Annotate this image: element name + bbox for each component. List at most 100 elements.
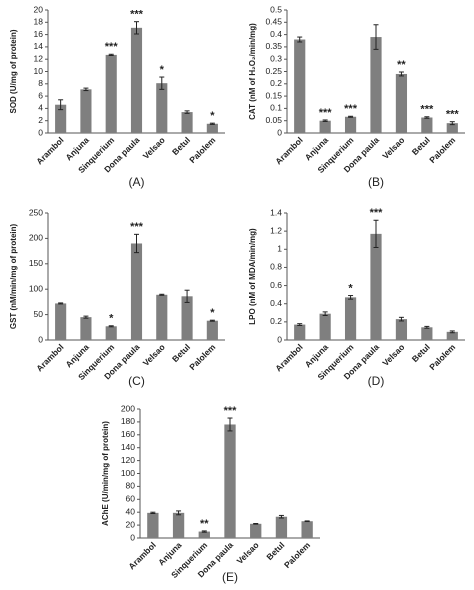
x-tick-label: Velsao bbox=[141, 135, 167, 161]
bar bbox=[344, 297, 357, 340]
y-tick-label: 20 bbox=[126, 519, 136, 529]
y-tick-label: 40 bbox=[126, 506, 136, 516]
y-tick-label: 0.6 bbox=[270, 280, 282, 290]
y-tick-label: 14 bbox=[34, 41, 44, 51]
y-tick-label: 120 bbox=[121, 455, 135, 465]
significance: *** bbox=[130, 9, 144, 21]
significance: *** bbox=[344, 103, 358, 115]
y-tick-label: 10 bbox=[34, 66, 44, 76]
y-tick-label: 12 bbox=[34, 53, 44, 63]
x-tick-label: Palolem bbox=[282, 540, 312, 570]
y-tick-label: 140 bbox=[121, 442, 135, 452]
y-tick-label: 100 bbox=[29, 283, 43, 293]
y-tick-label: 250 bbox=[29, 207, 43, 217]
panel-label: (A) bbox=[129, 175, 145, 189]
bar bbox=[250, 523, 262, 538]
bar bbox=[294, 324, 306, 340]
panel-label: (E) bbox=[222, 570, 238, 584]
y-axis-label: GST (nM/min/mg of protein) bbox=[9, 224, 18, 330]
x-tick-label: Arambol bbox=[126, 540, 157, 571]
significance: *** bbox=[130, 221, 144, 233]
y-tick-label: 0.25 bbox=[265, 66, 282, 76]
bar bbox=[224, 424, 236, 538]
y-tick-label: 0.2 bbox=[270, 78, 282, 88]
bar bbox=[130, 27, 143, 133]
bar bbox=[395, 73, 408, 133]
significance: * bbox=[210, 110, 215, 122]
y-tick-label: 60 bbox=[126, 494, 136, 504]
y-tick-label: 1.4 bbox=[270, 207, 282, 217]
significance: ** bbox=[200, 518, 209, 530]
bar bbox=[294, 39, 306, 133]
significance: * bbox=[160, 64, 165, 76]
x-tick-label: Arambol bbox=[273, 342, 304, 373]
y-tick-label: 6 bbox=[38, 90, 43, 100]
y-tick-label: 0.8 bbox=[270, 262, 282, 272]
panel-label: (B) bbox=[368, 175, 384, 189]
bar bbox=[198, 531, 210, 538]
y-tick-label: 0.1 bbox=[270, 103, 282, 113]
y-tick-label: 16 bbox=[34, 29, 44, 39]
bar bbox=[421, 327, 433, 340]
y-axis-label: SOD (U/mg of protein) bbox=[9, 29, 18, 113]
bar bbox=[395, 319, 408, 340]
bar bbox=[105, 54, 117, 133]
x-tick-label: Arambol bbox=[34, 342, 65, 373]
y-tick-label: 0.5 bbox=[270, 4, 282, 14]
y-tick-label: 0 bbox=[38, 127, 43, 137]
y-tick-label: 0.15 bbox=[265, 90, 282, 100]
y-axis-label: LPO (nM of MDA/min/mg) bbox=[248, 228, 257, 325]
significance: *** bbox=[224, 405, 238, 417]
y-tick-label: 0.4 bbox=[270, 29, 282, 39]
x-tick-label: Betul bbox=[264, 540, 286, 562]
y-tick-label: 50 bbox=[34, 309, 44, 319]
x-tick-label: Palolem bbox=[427, 135, 457, 165]
y-tick-label: 0.05 bbox=[265, 115, 282, 125]
bar bbox=[172, 512, 185, 538]
y-tick-label: 150 bbox=[29, 258, 43, 268]
x-tick-label: Betul bbox=[170, 135, 192, 157]
bar bbox=[181, 296, 193, 340]
significance: *** bbox=[105, 41, 119, 53]
y-tick-label: 1 bbox=[277, 244, 282, 254]
x-tick-label: Arambol bbox=[34, 135, 65, 166]
bar bbox=[275, 516, 288, 538]
y-tick-label: 0.3 bbox=[270, 53, 282, 63]
x-tick-label: Betul bbox=[410, 135, 432, 157]
significance: ** bbox=[397, 59, 406, 71]
bar bbox=[80, 89, 92, 133]
y-tick-label: 160 bbox=[121, 429, 135, 439]
bar bbox=[344, 116, 357, 133]
x-tick-label: Velsao bbox=[380, 342, 406, 368]
y-axis-label: CAT (nM of H₂O₂/min/mg) bbox=[248, 23, 257, 120]
x-tick-label: Velsao bbox=[141, 342, 167, 368]
bar bbox=[370, 37, 382, 134]
bar bbox=[181, 112, 193, 133]
x-tick-label: Velsao bbox=[235, 540, 261, 566]
bar bbox=[319, 120, 331, 133]
y-tick-label: 0 bbox=[277, 334, 282, 344]
y-tick-label: 0 bbox=[277, 127, 282, 137]
bar bbox=[130, 243, 143, 340]
bar bbox=[105, 326, 117, 340]
y-axis-label: AChE (U/min/mg of protein) bbox=[101, 421, 110, 526]
bar bbox=[80, 317, 92, 340]
significance: * bbox=[210, 307, 215, 319]
panel-label: (D) bbox=[368, 374, 385, 388]
x-tick-label: Arambol bbox=[273, 135, 304, 166]
y-tick-label: 0 bbox=[130, 532, 135, 542]
bar bbox=[156, 294, 168, 340]
y-tick-label: 80 bbox=[126, 481, 136, 491]
bar bbox=[147, 512, 159, 538]
bar bbox=[421, 117, 433, 133]
y-tick-label: 100 bbox=[121, 468, 135, 478]
y-tick-label: 200 bbox=[121, 403, 135, 413]
significance: * bbox=[348, 282, 353, 294]
y-tick-label: 20 bbox=[34, 4, 44, 14]
x-tick-label: Palolem bbox=[187, 135, 217, 165]
bar bbox=[446, 123, 458, 133]
y-tick-label: 4 bbox=[38, 103, 43, 113]
panel-label: (C) bbox=[128, 374, 145, 388]
bar bbox=[370, 233, 382, 340]
